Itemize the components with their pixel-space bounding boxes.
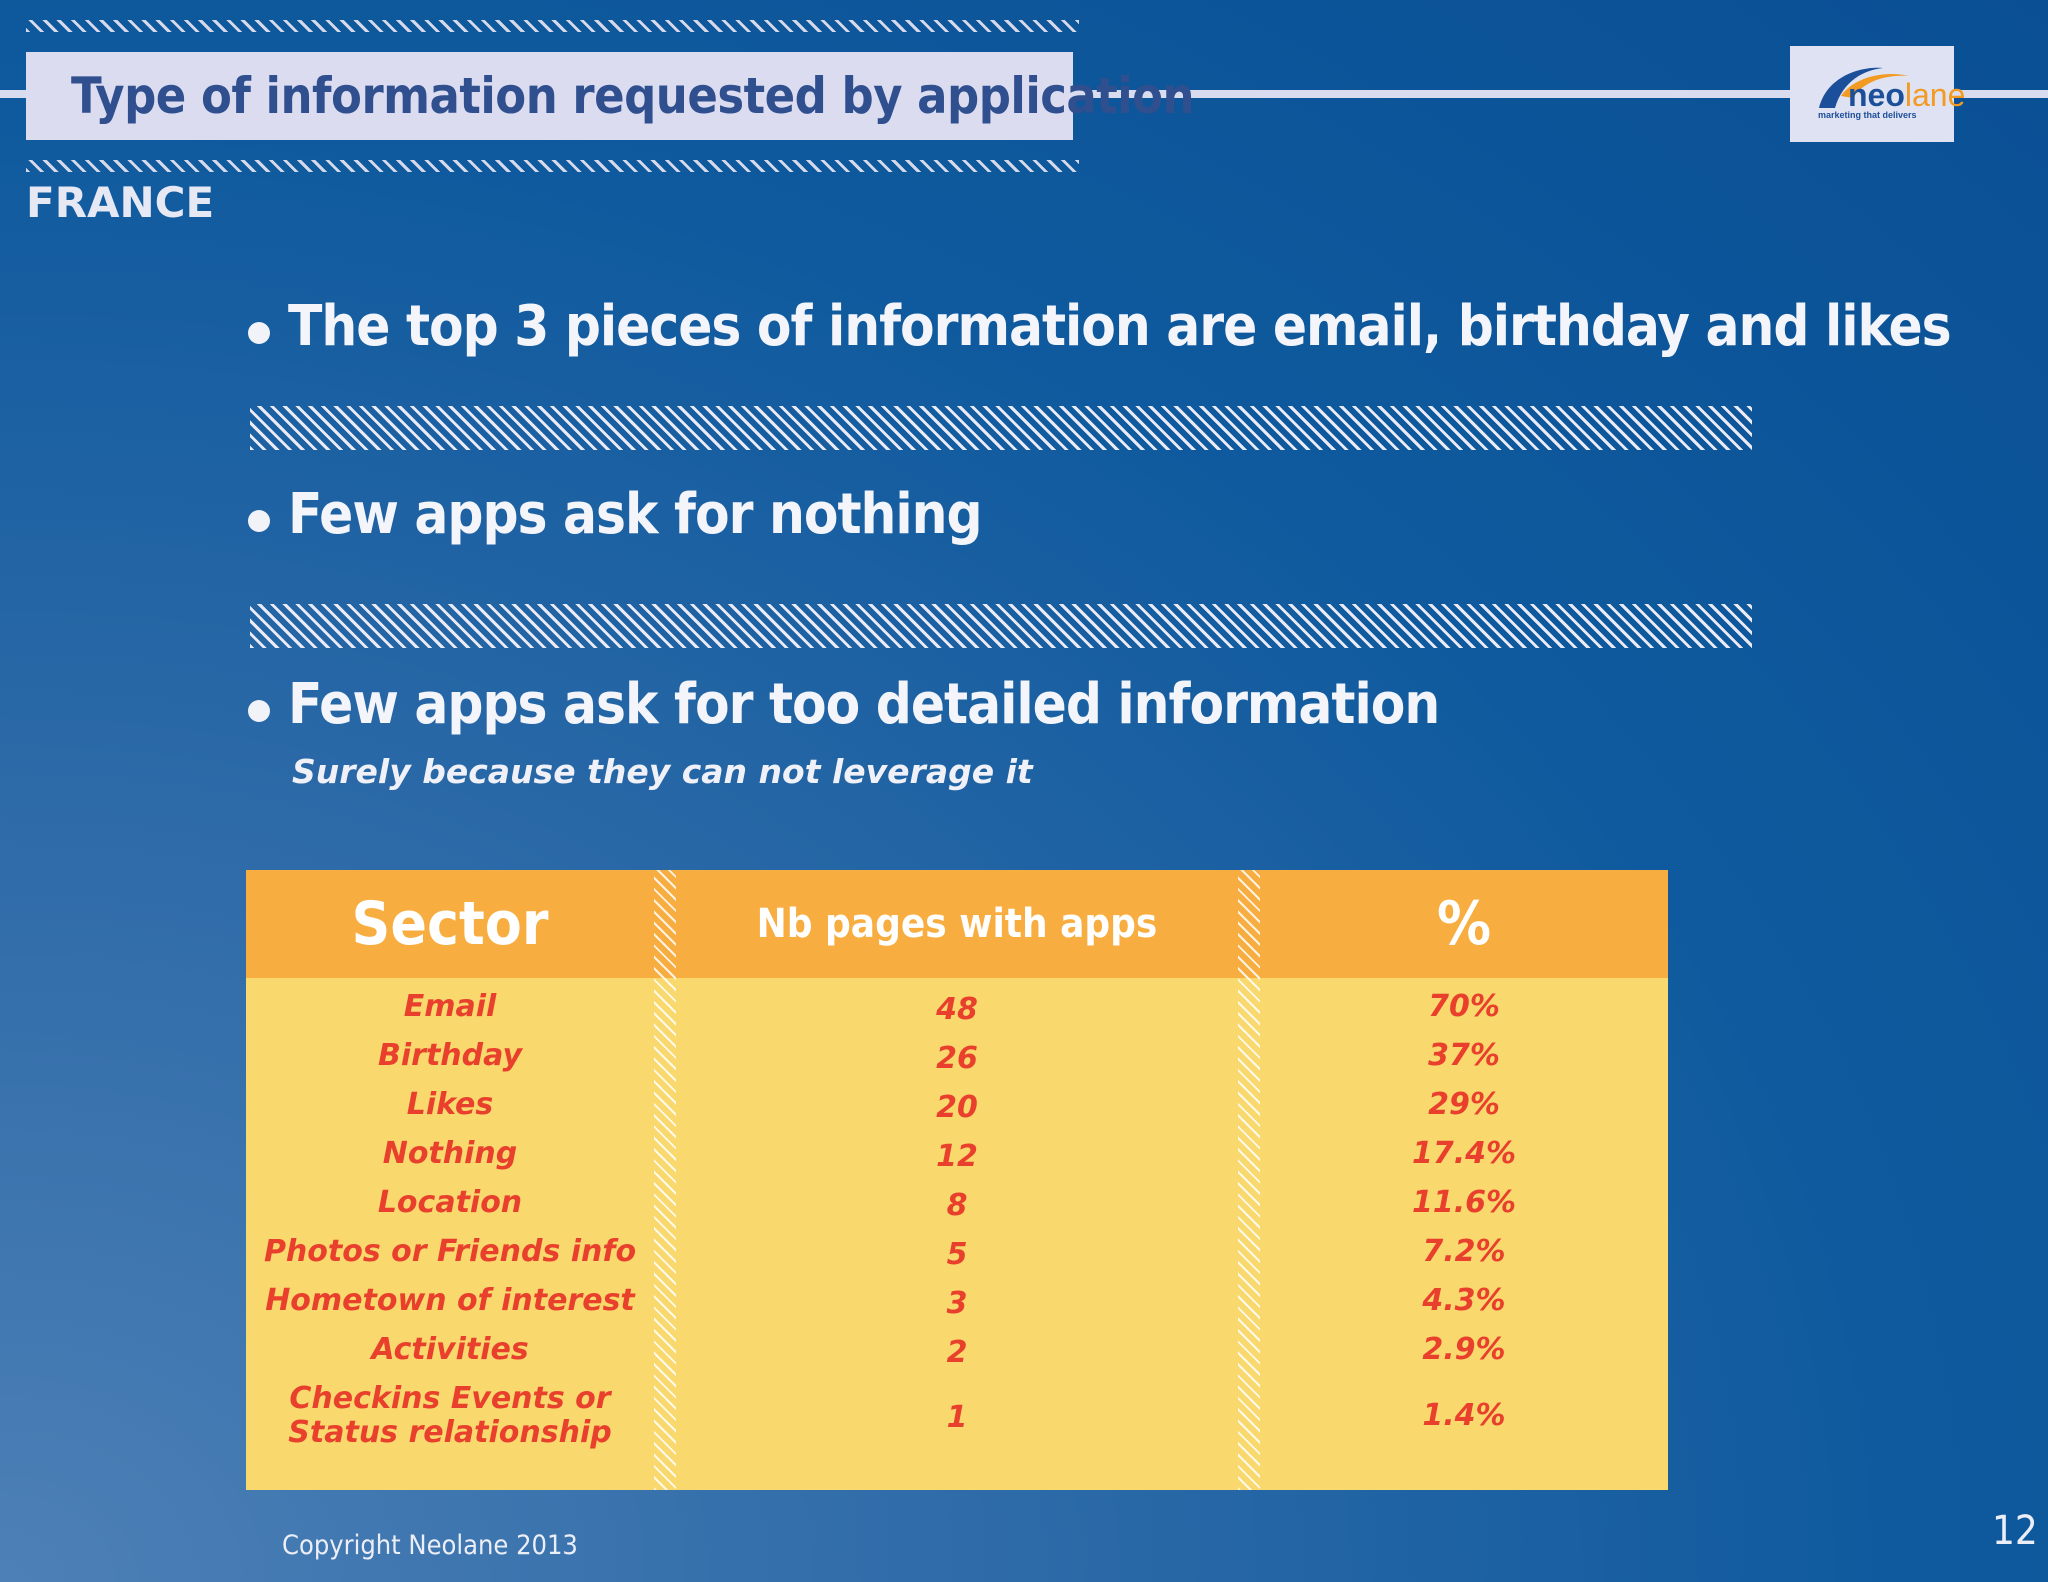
cell-nb: 2 bbox=[946, 1335, 968, 1370]
country-label: FRANCE bbox=[26, 178, 215, 227]
cell-pct: 29% bbox=[1428, 1087, 1500, 1122]
cell-pct: 1.4% bbox=[1422, 1398, 1506, 1433]
cell-sector: Likes bbox=[406, 1087, 494, 1122]
cell-sector: Checkins Events or bbox=[289, 1381, 611, 1416]
cell-nb: 1 bbox=[946, 1400, 968, 1435]
title-rule-far-right bbox=[1954, 90, 2048, 98]
cell-sector: Hometown of interest bbox=[265, 1283, 635, 1318]
cell-nb: 8 bbox=[946, 1188, 968, 1223]
logo-text-neo: neo bbox=[1848, 77, 1905, 113]
table-body-bg bbox=[246, 978, 1668, 1490]
cell-sector: Activities bbox=[371, 1332, 529, 1367]
cell-sector: Location bbox=[377, 1185, 523, 1220]
cell-sector-line2: Status relationship bbox=[288, 1415, 612, 1450]
top-hatch-strip bbox=[26, 20, 1079, 32]
bullet-subtext-3: Surely because they can not leverage it bbox=[292, 752, 1033, 791]
header-sector: Sector bbox=[351, 889, 549, 959]
cell-nb: 20 bbox=[936, 1090, 978, 1125]
cell-sector: Photos or Friends info bbox=[263, 1234, 637, 1269]
cell-pct: 2.9% bbox=[1422, 1332, 1506, 1367]
cell-pct: 70% bbox=[1428, 989, 1500, 1024]
page-number: 12 bbox=[1992, 1508, 2038, 1554]
title-rule-right bbox=[1073, 90, 1790, 98]
logo-wordmark: neolane bbox=[1848, 77, 1965, 114]
cell-nb: 48 bbox=[936, 992, 978, 1027]
bullet-text-2: Few apps ask for nothing bbox=[288, 482, 983, 547]
logo bbox=[1790, 46, 1954, 142]
neolane-arc-logo-icon bbox=[1819, 67, 1909, 108]
bottom-hatch-strip bbox=[26, 160, 1079, 172]
divider-hatch-1 bbox=[250, 406, 1752, 450]
divider-hatch-2 bbox=[250, 604, 1752, 648]
copyright-text: Copyright Neolane 2013 bbox=[282, 1530, 578, 1561]
column-separator-2 bbox=[1238, 870, 1260, 1490]
cell-sector: Email bbox=[403, 989, 497, 1024]
cell-nb: 3 bbox=[946, 1286, 968, 1321]
cell-sector: Nothing bbox=[382, 1136, 518, 1171]
cell-sector: Birthday bbox=[378, 1038, 522, 1073]
column-separator-1 bbox=[654, 870, 676, 1490]
bullet-dot-1 bbox=[248, 322, 270, 344]
cell-pct: 11.6% bbox=[1411, 1185, 1517, 1220]
bullet-dot-2 bbox=[248, 510, 270, 532]
page-title: Type of information requested by applica… bbox=[71, 67, 1195, 125]
cell-pct: 7.2% bbox=[1422, 1234, 1506, 1269]
logo-text-lane: lane bbox=[1904, 77, 1966, 113]
cell-nb: 12 bbox=[936, 1139, 978, 1174]
bullet-dot-3 bbox=[248, 700, 270, 722]
title-rule-left bbox=[0, 90, 30, 98]
table-header-bg bbox=[246, 870, 1668, 978]
sector-table: Sector Nb pages with apps % Email 48 70%… bbox=[246, 870, 1668, 1490]
cell-nb: 26 bbox=[936, 1041, 978, 1076]
bullet-text-3: Few apps ask for too detailed informatio… bbox=[288, 672, 1440, 737]
header-percent: % bbox=[1436, 889, 1492, 959]
header-nb-pages: Nb pages with apps bbox=[756, 901, 1158, 947]
cell-nb: 5 bbox=[946, 1237, 968, 1272]
cell-pct: 17.4% bbox=[1411, 1136, 1517, 1171]
logo-tagline: marketing that delivers bbox=[1818, 110, 1917, 120]
cell-pct: 37% bbox=[1428, 1038, 1500, 1073]
title-box: Type of information requested by applica… bbox=[26, 52, 1195, 140]
bullet-text-1: The top 3 pieces of information are emai… bbox=[288, 294, 1952, 359]
cell-pct: 4.3% bbox=[1422, 1283, 1506, 1318]
